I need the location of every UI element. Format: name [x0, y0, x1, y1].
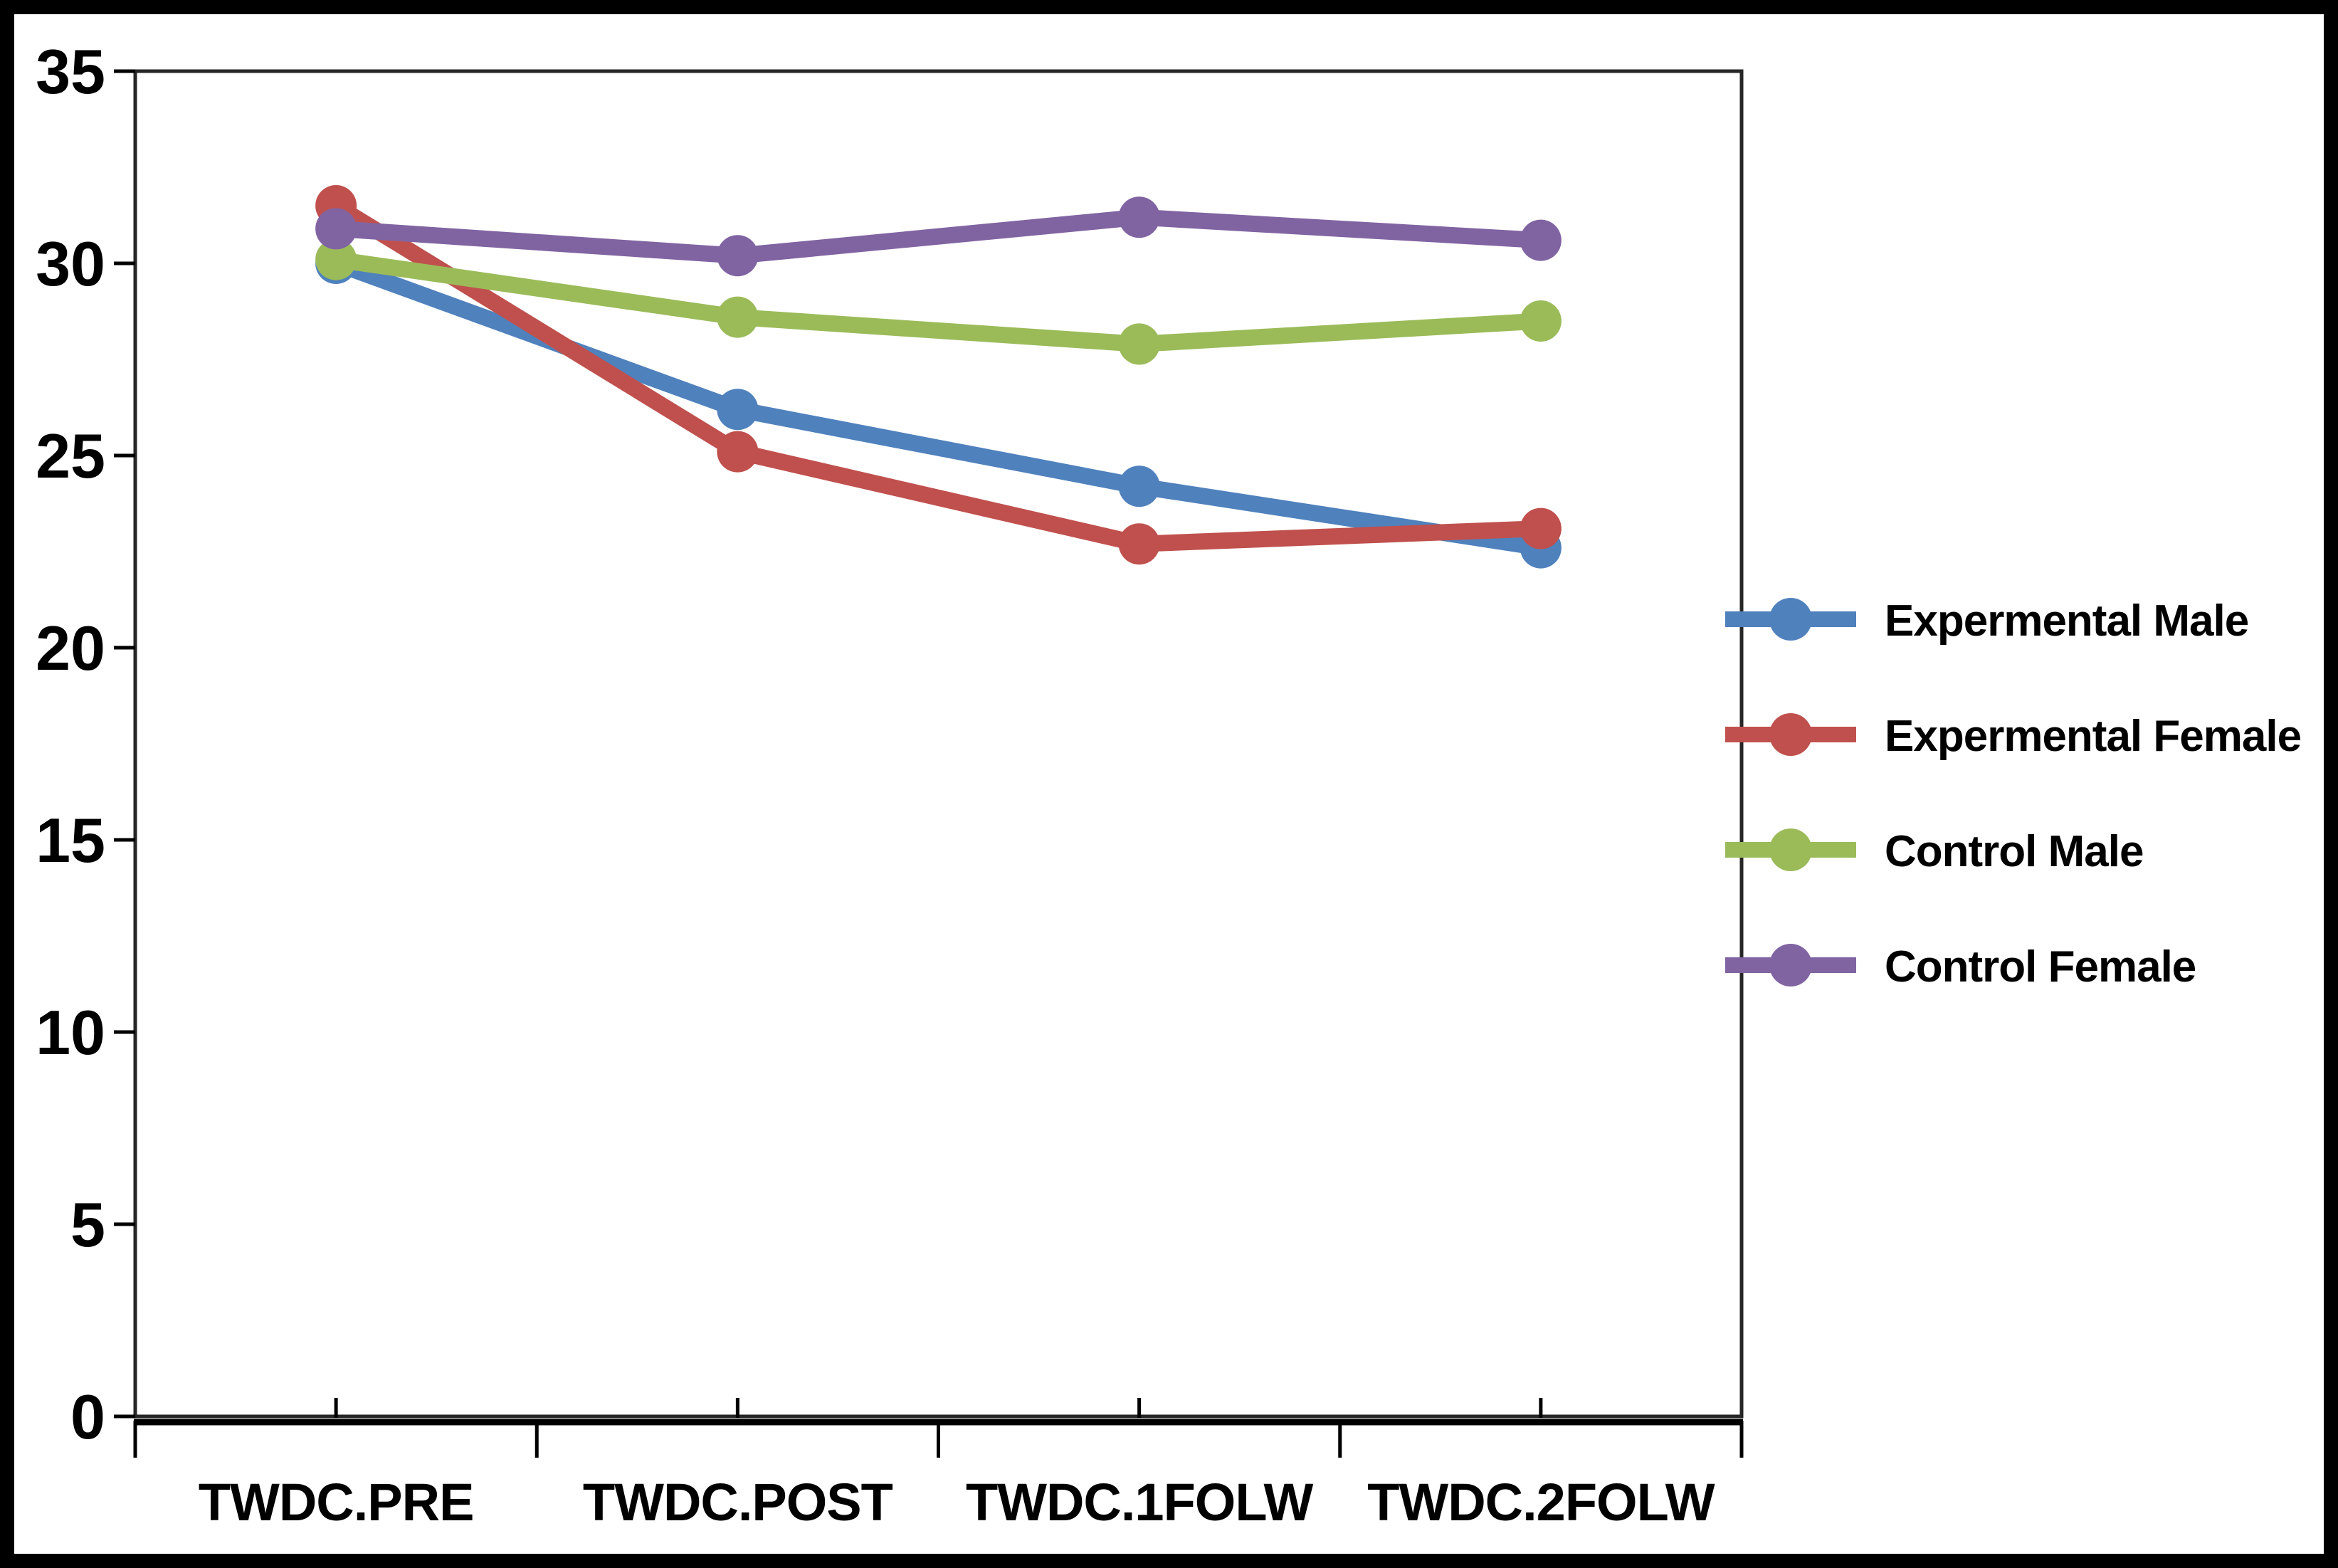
x-axis-label: TWDC.2FOLW: [1367, 1473, 1715, 1532]
y-axis-label: 10: [36, 997, 105, 1068]
y-axis-label: 25: [36, 421, 105, 491]
legend-item: Expermental Female: [1725, 712, 2302, 761]
series-line: [327, 197, 1549, 552]
data-point-marker: [1520, 300, 1562, 342]
y-axis-label: 35: [36, 36, 105, 107]
series-line: [327, 209, 1549, 264]
series-line: [327, 251, 1549, 352]
legend-swatch-marker: [1769, 713, 1812, 756]
legend-label: Control Male: [1885, 827, 2143, 876]
legend-swatch-marker: [1769, 598, 1812, 641]
legend-label: Expermental Male: [1885, 596, 2248, 646]
data-point-marker: [1118, 523, 1160, 565]
legend: Expermental Male Expermental Female Contro…: [1725, 596, 2302, 991]
y-axis-label: 20: [36, 613, 105, 683]
data-point-marker: [717, 389, 759, 431]
y-axis-label: 5: [70, 1189, 105, 1260]
y-axis-label: 30: [36, 228, 105, 299]
x-axis-label: TWDC.POST: [583, 1473, 893, 1532]
data-point-marker: [315, 238, 357, 280]
legend-item: Control Female: [1725, 942, 2196, 991]
data-point-marker: [1118, 323, 1160, 365]
legend-label: Control Female: [1885, 942, 2196, 991]
data-point-marker: [717, 235, 759, 277]
data-point-marker: [315, 208, 357, 250]
legend-swatch-marker: [1769, 828, 1812, 871]
legend-item: Expermental Male: [1725, 596, 2249, 646]
data-point-marker: [717, 431, 759, 473]
legend-label: Expermental Female: [1885, 712, 2301, 761]
y-axis-label: 15: [36, 805, 105, 875]
data-point-marker: [1520, 219, 1562, 261]
y-axis-label: 0: [70, 1382, 105, 1452]
data-point-marker: [717, 296, 759, 338]
legend-item: Control Male: [1725, 827, 2144, 876]
legend-swatch-marker: [1769, 944, 1812, 986]
data-point-marker: [1520, 507, 1562, 549]
data-point-marker: [1118, 465, 1160, 507]
x-axis-label: TWDC.PRE: [199, 1473, 474, 1532]
data-point-marker: [1118, 196, 1160, 238]
x-axis-label: TWDC.1FOLW: [966, 1473, 1314, 1532]
